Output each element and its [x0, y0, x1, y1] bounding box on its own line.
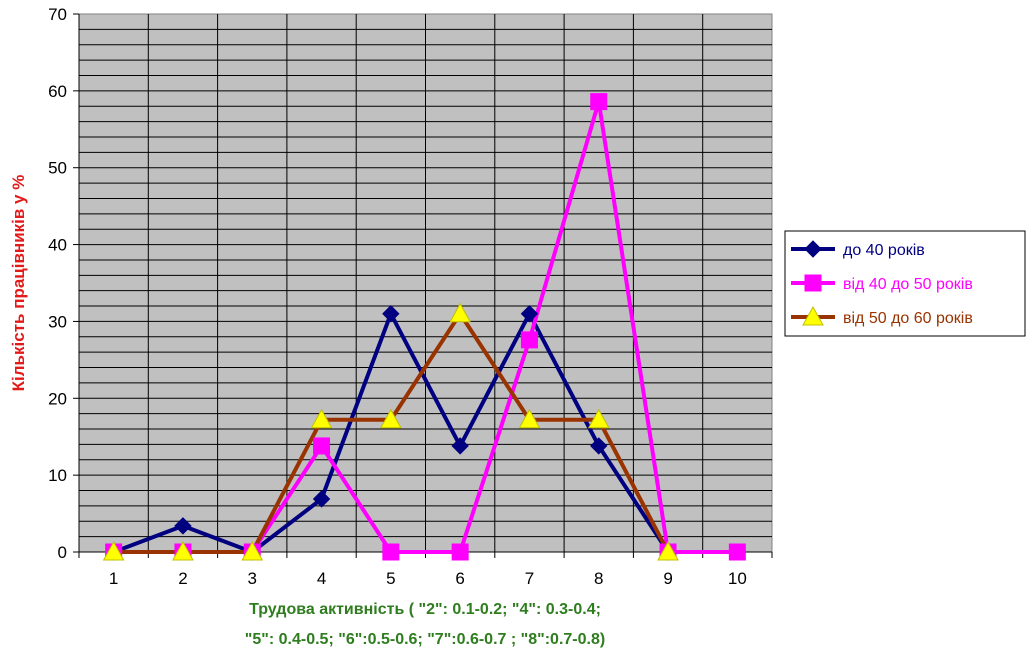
y-tick-label: 30: [48, 312, 67, 331]
data-point-series-1: [174, 517, 192, 535]
data-point-series-3: [241, 540, 264, 561]
legend: до 40 років від 40 до 50 років від 50 до 6…: [784, 230, 1026, 337]
data-point-series-2: [313, 437, 331, 455]
data-point-series-2: [728, 543, 746, 561]
data-point-series-3: [380, 408, 402, 429]
x-axis-label-line-1: Трудова активність ( "2": 0.1-0.2; "4": …: [249, 601, 601, 618]
y-tick-label: 20: [48, 389, 67, 408]
data-point-series-3: [310, 408, 333, 429]
y-tick-label: 50: [48, 159, 67, 178]
x-tick-label: 8: [594, 569, 603, 588]
data-point-series-3: [657, 540, 679, 561]
data-point-series-3: [518, 408, 541, 429]
data-point-series-2: [382, 543, 400, 561]
data-point-series-2: [520, 331, 538, 349]
y-tick-label: 40: [48, 236, 67, 255]
legend-marker-3: [802, 305, 824, 326]
x-tick-label: 9: [663, 569, 672, 588]
series-markers: [102, 93, 746, 561]
x-tick-label: 5: [386, 569, 395, 588]
y-axis-ticks: 0 10 20 30 40 50 60 70: [48, 5, 79, 562]
x-axis-label-line-2: "5": 0.4-0.5; "6":0.5-0.6; "7":0.6-0.7 ;…: [245, 631, 605, 648]
x-tick-label: 1: [109, 569, 118, 588]
x-tick-label: 2: [178, 569, 187, 588]
x-tick-label: 7: [525, 569, 534, 588]
y-axis-label: Кількість працівників у %: [9, 175, 28, 392]
legend-marker-1: [804, 240, 822, 258]
data-point-series-3: [587, 408, 610, 429]
data-point-series-3: [449, 302, 471, 323]
x-tick-label: 6: [455, 569, 464, 588]
x-axis-ticks: 1 2 3 4 5 6 7 8 9 10: [78, 552, 773, 588]
x-tick-label: 10: [728, 569, 747, 588]
y-tick-label: 70: [48, 5, 67, 24]
y-tick-label: 10: [48, 466, 67, 485]
data-point-series-1: [312, 490, 331, 508]
legend-label-2: від 40 до 50 років: [843, 276, 973, 293]
data-point-series-1: [451, 437, 469, 455]
data-point-series-1: [382, 305, 400, 323]
data-point-series-3: [102, 540, 125, 561]
data-point-series-2: [451, 543, 469, 561]
x-tick-label: 3: [248, 569, 257, 588]
data-point-series-1: [590, 437, 608, 455]
legend-label-3: від 50 до 60 років: [843, 310, 973, 327]
data-point-series-3: [172, 540, 194, 561]
data-point-series-2: [590, 93, 608, 111]
data-point-series-1: [520, 305, 539, 323]
y-tick-label: 0: [58, 543, 67, 562]
x-tick-label: 4: [317, 569, 326, 588]
legend-marker-2: [804, 274, 822, 292]
y-tick-label: 60: [48, 82, 67, 101]
legend-label-1: до 40 років: [843, 242, 925, 259]
